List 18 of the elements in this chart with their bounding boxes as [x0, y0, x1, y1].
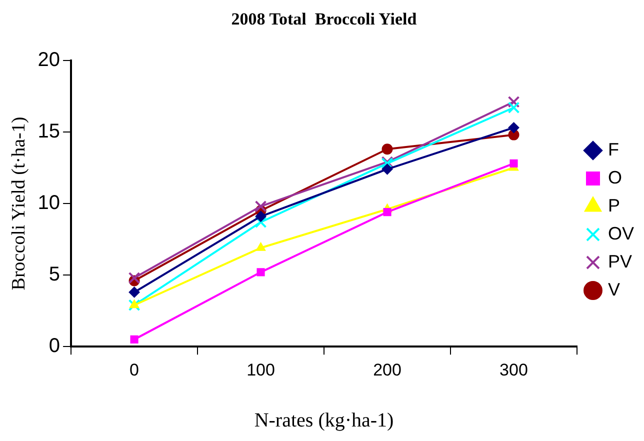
y-tick-label: 0: [48, 335, 60, 358]
legend-label: F: [608, 139, 619, 160]
legend-label: OV: [608, 223, 634, 244]
y-axis-title: Broccoli Yield (t·ha-1): [8, 116, 30, 290]
y-tick-label: 15: [38, 120, 60, 142]
legend-label: PV: [608, 251, 632, 272]
y-tick-label: 10: [38, 192, 60, 214]
legend-label: V: [608, 279, 620, 300]
x-axis-title: N-rates (kg·ha-1): [254, 409, 394, 432]
legend-label: O: [608, 167, 622, 188]
y-tick-label: 5: [48, 264, 60, 286]
x-tick-label: 300: [500, 360, 528, 380]
x-tick-label: 0: [130, 360, 140, 380]
x-tick-label: 100: [246, 360, 275, 380]
x-tick-label: 200: [373, 360, 402, 380]
chart-title: 2008 Total Broccoli Yield: [231, 10, 418, 29]
legend-label: P: [608, 195, 620, 216]
y-tick-label: 20: [38, 48, 60, 71]
